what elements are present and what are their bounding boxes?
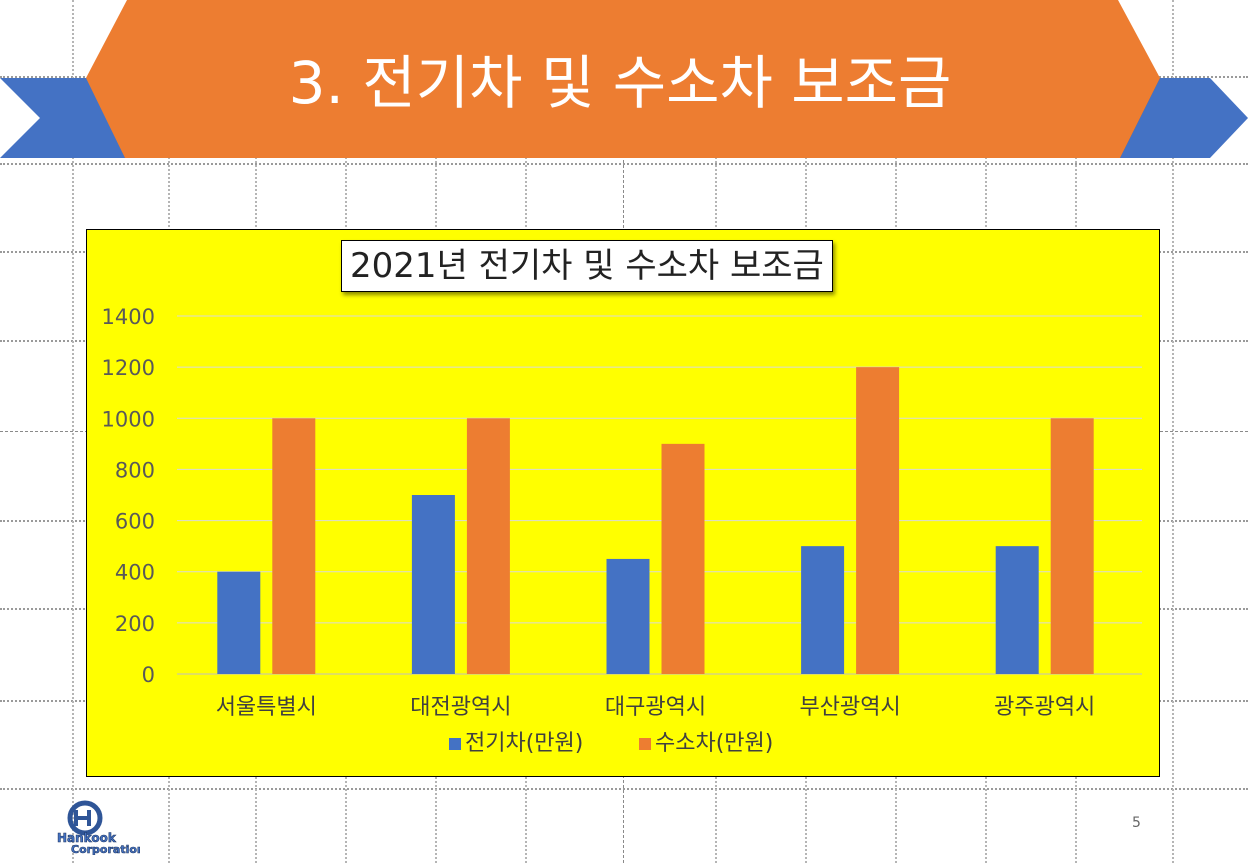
banner-right-ribbon <box>1120 78 1248 158</box>
chart-area: 0 200 400 600 800 1000 1200 1400 서울특별시 대전광역시 대구광역시… <box>86 229 1160 777</box>
y-tick-label: 1200 <box>102 356 155 380</box>
category-label: 광주광역시 <box>994 695 1095 720</box>
y-tick-label: 600 <box>115 510 155 534</box>
bar-hydrogen <box>272 418 316 674</box>
banner-main <box>86 0 1160 158</box>
bar-chart: 0 200 400 600 800 1000 1200 1400 서울특별시 대전광역시 대구광역시… <box>102 305 1142 756</box>
title-banner <box>0 0 1248 158</box>
bar-hydrogen <box>856 367 900 674</box>
legend-label: 수소차(만원) <box>655 731 773 756</box>
bar-ev <box>606 558 650 674</box>
legend-label: 전기차(만원) <box>465 731 583 756</box>
bar-hydrogen <box>661 443 705 674</box>
y-tick-label: 800 <box>115 458 155 482</box>
y-tick-label: 1000 <box>102 407 155 431</box>
chart-title: 2021년 전기차 및 수소차 보조금 <box>341 240 833 292</box>
hankook-logo: Hankook Corporation <box>57 800 140 855</box>
bar-hydrogen <box>1050 418 1094 674</box>
category-label: 대전광역시 <box>410 695 511 720</box>
y-tick-label: 0 <box>142 663 155 687</box>
category-label: 대구광역시 <box>605 695 706 720</box>
y-tick-label: 200 <box>115 612 155 636</box>
bar-ev <box>801 546 845 674</box>
guide-line <box>0 788 1248 790</box>
bar-ev <box>217 571 261 674</box>
page-number: 5 <box>1132 815 1141 831</box>
bar-hydrogen <box>466 418 510 674</box>
bar-ev <box>411 495 455 674</box>
slide-title: 3. 전기차 및 수소차 보조금 <box>288 49 952 117</box>
guide-line <box>1172 0 1174 863</box>
legend-swatch <box>639 738 651 750</box>
category-label: 서울특별시 <box>216 695 317 720</box>
bar-ev <box>995 546 1039 674</box>
y-tick-label: 1400 <box>102 305 155 329</box>
y-tick-label: 400 <box>115 561 155 585</box>
banner-left-ribbon <box>0 78 125 158</box>
guide-line <box>0 163 1248 165</box>
guide-line <box>72 0 74 863</box>
legend-swatch <box>449 738 461 750</box>
logo-text-bottom: Corporation <box>71 843 140 855</box>
logo-text-top: Hankook <box>57 831 117 845</box>
category-label: 부산광역시 <box>799 695 900 720</box>
